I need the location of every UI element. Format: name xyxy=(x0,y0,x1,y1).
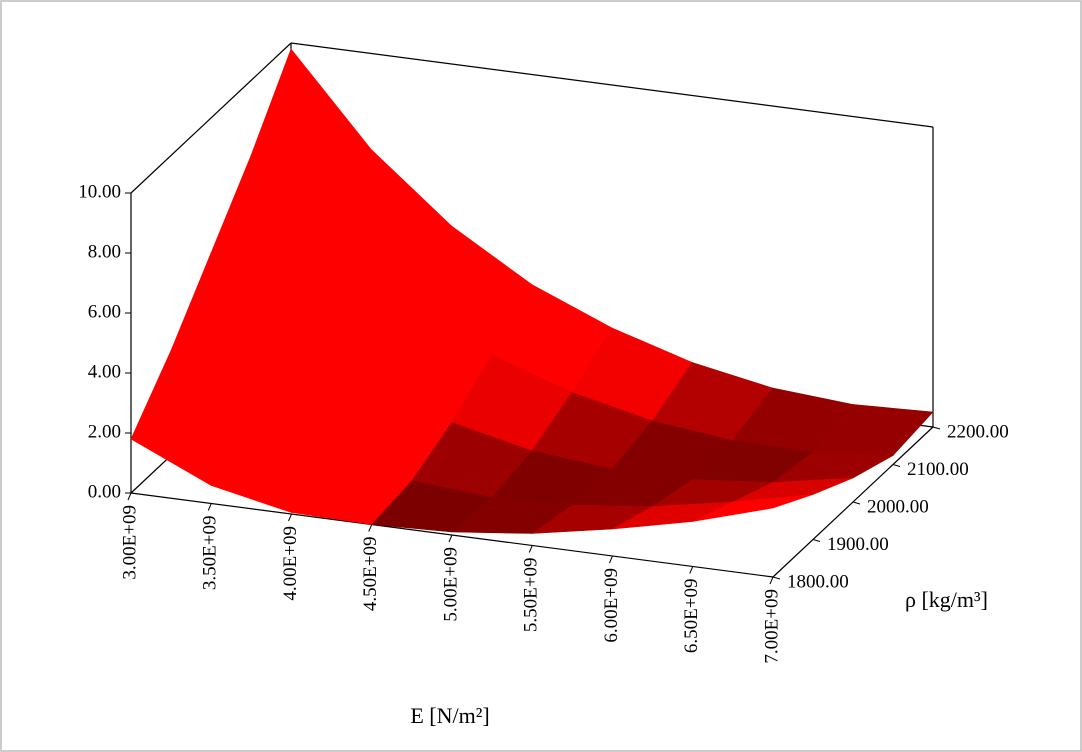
z-tick-label: 2.00 xyxy=(88,421,121,442)
y-tick-label: 1800.00 xyxy=(787,571,849,592)
surface xyxy=(130,48,934,534)
x-tick xyxy=(288,513,292,522)
y-tick-label: 2200.00 xyxy=(947,421,1009,442)
y-tick xyxy=(852,501,861,505)
x-axis-label: E [N/m²] xyxy=(410,703,489,728)
x-tick xyxy=(689,566,694,574)
x-tick xyxy=(528,545,533,553)
left-top-edge xyxy=(130,42,292,194)
y-tick-label: 2000.00 xyxy=(867,496,929,517)
z-tick-label: 10.00 xyxy=(78,181,121,202)
y-tick xyxy=(932,426,941,430)
x-tick-label: 3.00E+09 xyxy=(119,505,140,580)
x-tick xyxy=(769,576,774,585)
z-tick-label: 0.00 xyxy=(88,481,121,502)
y-tick-label: 2100.00 xyxy=(907,459,969,480)
x-tick-label: 7.00E+09 xyxy=(761,589,782,664)
z-tick-label: 8.00 xyxy=(88,241,121,262)
x-tick-label: 5.00E+09 xyxy=(440,547,461,622)
x-tick xyxy=(609,555,613,564)
x-tick-label: 4.50E+09 xyxy=(360,537,381,612)
x-tick-label: 6.00E+09 xyxy=(601,568,622,643)
x-tick-label: 5.50E+09 xyxy=(521,558,542,633)
x-tick xyxy=(127,492,132,501)
y-tick xyxy=(812,539,821,542)
z-tick-label: 6.00 xyxy=(88,301,121,322)
y-tick xyxy=(892,464,901,467)
x-tick-label: 6.50E+09 xyxy=(681,579,702,654)
x-tick xyxy=(368,524,373,532)
back-top-edge xyxy=(290,42,934,128)
z-tick-label: 4.00 xyxy=(88,361,121,382)
labels: 0.00 2.00 4.00 6.00 8.00 10.00 3.00E+09 3.50E+0… xyxy=(78,181,1009,663)
y-tick xyxy=(772,576,781,580)
x-tick xyxy=(448,534,453,543)
surface-patch xyxy=(692,494,814,522)
x-tick-label: 4.00E+09 xyxy=(280,526,301,601)
y-axis-label: ρ [kg/m³] xyxy=(905,587,988,612)
x-tick-label: 3.50E+09 xyxy=(200,516,221,591)
x-tick xyxy=(207,503,212,511)
y-tick-label: 1900.00 xyxy=(827,534,889,555)
